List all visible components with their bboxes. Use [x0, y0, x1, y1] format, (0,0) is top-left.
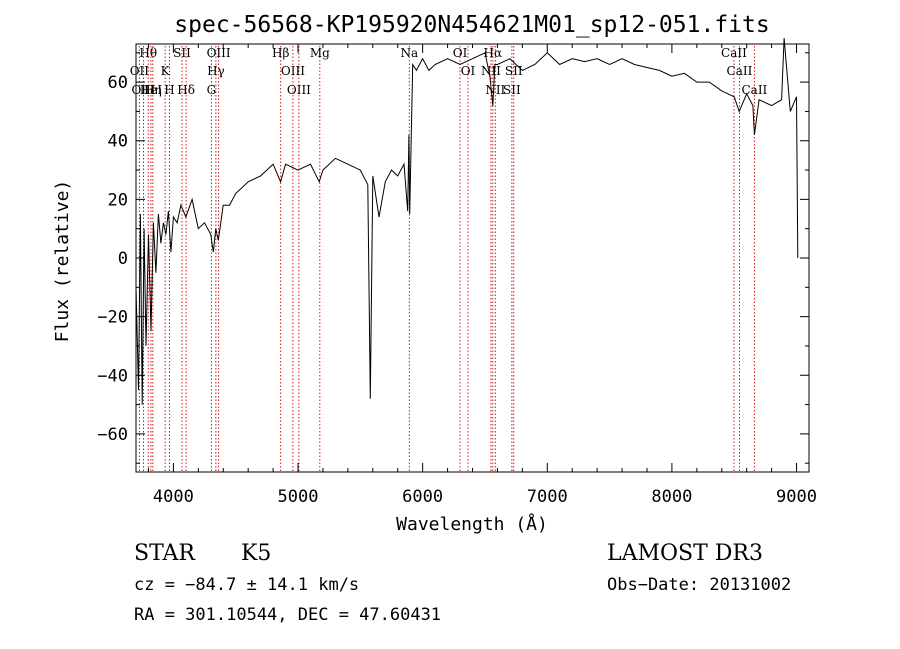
- y-tick-label-5: 40: [108, 132, 128, 152]
- line-marker-label-1: OII: [130, 64, 150, 78]
- line-marker-label-2: OIII: [131, 83, 155, 97]
- chart-title: spec-56568-KP195920N454621M01_sp12-051.f…: [174, 12, 769, 38]
- x-tick-label-0: 4000: [153, 487, 194, 507]
- line-marker-label-26: CaII: [741, 83, 767, 97]
- x-tick-label-2: 6000: [402, 487, 443, 507]
- object-subclass: K5: [241, 541, 272, 566]
- y-axis-label: Flux (relative): [52, 180, 73, 343]
- line-marker-label-25: CaII: [727, 64, 753, 78]
- line-marker-label-0: Hθ: [139, 46, 157, 60]
- observation-date: Obs−Date: 20131002: [607, 575, 792, 595]
- line-marker-label-12: Hβ: [272, 46, 289, 60]
- object-class: STAR: [134, 541, 195, 566]
- line-marker-label-4: Hη: [144, 83, 162, 97]
- line-marker-label-18: OI: [461, 64, 476, 78]
- x-tick-label-3: 7000: [527, 487, 568, 507]
- y-tick-label-1: −40: [97, 366, 128, 386]
- y-tick-label-4: 20: [108, 190, 128, 210]
- line-marker-label-16: Na: [400, 46, 418, 60]
- line-marker-label-9: OIII: [207, 46, 231, 60]
- plot-frame: [135, 43, 810, 473]
- line-marker-label-7: SII: [173, 46, 191, 60]
- y-tick-label-6: 60: [108, 73, 128, 93]
- y-tick-label-2: −20: [97, 308, 128, 328]
- spectrum-line: [135, 38, 799, 405]
- x-tick-label-1: 5000: [278, 487, 319, 507]
- y-tick-label-3: 0: [118, 249, 128, 269]
- line-marker-label-10: Hγ: [207, 64, 225, 78]
- line-markers: [138, 46, 755, 472]
- spectrum-series: [135, 38, 799, 405]
- x-tick-label-4: 8000: [651, 487, 692, 507]
- line-marker-label-6: H: [164, 83, 174, 97]
- line-marker-label-24: CaII: [721, 46, 747, 60]
- line-marker-label-21: NII: [485, 83, 505, 97]
- line-marker-label-5: K: [161, 64, 171, 78]
- line-marker-label-14: OIII: [287, 83, 311, 97]
- coordinates-readout: RA = 301.10544, DEC = 47.60431: [134, 605, 442, 625]
- line-marker-label-13: OIII: [281, 64, 305, 78]
- line-marker-label-3: HeI: [140, 83, 163, 97]
- line-marker-label-15: Mg: [310, 46, 330, 60]
- y-tick-label-0: −60: [97, 425, 128, 445]
- line-marker-label-20: NII: [481, 64, 501, 78]
- line-marker-label-11: G: [207, 83, 217, 97]
- line-marker-label-17: OI: [453, 46, 468, 60]
- line-marker-label-19: Hα: [484, 46, 503, 60]
- x-axis-label: Wavelength (Å): [396, 513, 548, 535]
- survey-name: LAMOST DR3: [607, 541, 763, 566]
- redshift-readout: cz = −84.7 ± 14.1 km/s: [134, 575, 360, 595]
- x-tick-label-5: 9000: [776, 487, 817, 507]
- line-marker-labels: HθOIIOIIIHeIHηKHSIIHδOIIIHγGHβOIIIOIIIMg…: [130, 46, 768, 97]
- line-marker-label-22: SII: [503, 83, 521, 97]
- axis-ticks: 4000 5000 6000 7000 8000 9000 −60 −40 −20 0 20 40 60: [97, 44, 817, 507]
- line-marker-label-8: Hδ: [177, 83, 195, 97]
- line-marker-label-23: SII: [505, 64, 523, 78]
